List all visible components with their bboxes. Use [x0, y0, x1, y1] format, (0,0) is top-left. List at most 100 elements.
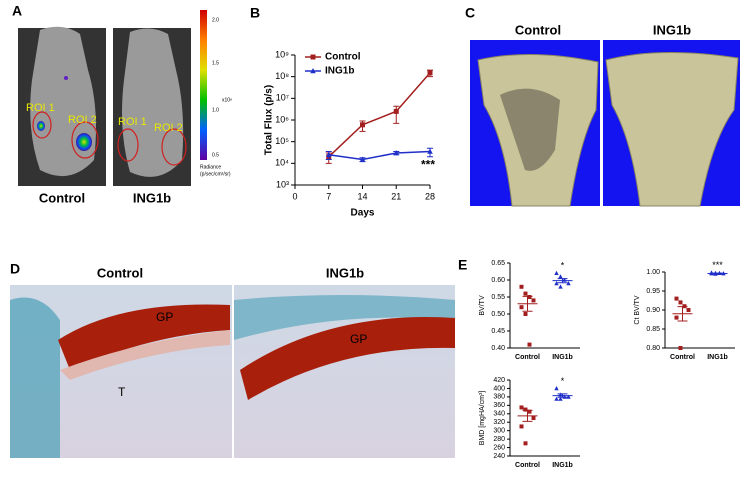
- roi-label: ROI 1: [26, 102, 55, 114]
- x-tick-label: 0: [292, 191, 297, 201]
- panel-letter: D: [10, 261, 20, 277]
- annotation: *: [561, 261, 565, 271]
- data-point: [523, 441, 528, 446]
- x-axis-label: Days: [351, 208, 375, 219]
- data-point: [531, 416, 536, 420]
- y-axis-label: BMD [mgHA/cm³]: [479, 391, 486, 446]
- annotation: ***: [712, 260, 723, 270]
- y-axis-label: Ct BV/TV: [634, 295, 641, 325]
- x-tick-label: Control: [670, 354, 695, 361]
- data-point: [554, 270, 559, 275]
- data-point: [519, 405, 524, 410]
- sem-bar: [522, 409, 533, 422]
- data-point: [427, 70, 433, 76]
- x-tick-label: ING1b: [552, 462, 573, 469]
- data-point: [558, 274, 563, 279]
- data-point: [554, 281, 559, 286]
- panel-letter: C: [465, 5, 475, 21]
- histology-image: [10, 285, 455, 458]
- y-tick-label: 240: [493, 453, 505, 460]
- y-tick-label: 260: [493, 444, 505, 451]
- roi-label: ROI 1: [118, 116, 147, 128]
- colorbar-unit: x10⁸: [222, 97, 232, 103]
- data-point: [519, 424, 524, 429]
- data-point: [527, 342, 532, 347]
- y-tick-label: 320: [493, 419, 505, 426]
- y-tick-label: 0.60: [491, 277, 505, 284]
- y-tick-label: 10³: [276, 179, 289, 189]
- panel-letter: E: [458, 257, 467, 273]
- legend-label: Control: [325, 52, 361, 63]
- mouse-image: [18, 26, 106, 186]
- data-point: [427, 148, 433, 154]
- x-tick-label: 21: [391, 191, 401, 201]
- image-label: Control: [97, 265, 143, 280]
- colorbar-title: (p/sec/cm²/sr): [200, 171, 231, 177]
- y-tick-label: 0.55: [491, 294, 505, 301]
- y-tick-label: 0.95: [646, 288, 660, 295]
- sem-bar: [522, 295, 533, 312]
- roi-label: ROI 2: [68, 114, 97, 126]
- region-label: T: [118, 385, 126, 399]
- data-point: [523, 407, 528, 412]
- data-point: [523, 312, 528, 316]
- y-tick-label: 280: [493, 436, 505, 443]
- image-label: Control: [515, 22, 561, 37]
- image-label: ING1b: [653, 22, 691, 37]
- x-tick-label: 14: [357, 191, 367, 201]
- sem-bar: [677, 306, 688, 322]
- colorbar-tick: 1.5: [212, 60, 219, 66]
- x-tick-label: ING1b: [707, 354, 728, 361]
- data-point: [519, 305, 524, 310]
- image-label: ING1b: [133, 190, 171, 205]
- y-tick-label: 380: [493, 394, 505, 401]
- microct-image: [470, 40, 740, 207]
- data-point: [554, 396, 559, 401]
- x-tick-label: Control: [515, 462, 540, 469]
- y-tick-label: 1.00: [646, 269, 660, 276]
- data-point: [531, 298, 536, 303]
- y-tick-label: 10⁸: [275, 71, 289, 81]
- y-tick-label: 340: [493, 411, 505, 418]
- data-point: [359, 156, 366, 162]
- panel-letter: A: [12, 3, 22, 19]
- y-tick-label: 10⁵: [275, 136, 289, 146]
- colorbar-title: Radiance: [200, 164, 221, 170]
- data-point: [527, 295, 532, 299]
- y-tick-label: 0.85: [646, 326, 660, 333]
- series-line: [328, 150, 431, 161]
- y-tick-label: 0.65: [491, 260, 505, 267]
- data-point: [519, 284, 524, 289]
- data-point: [393, 149, 399, 156]
- y-tick-label: 420: [493, 377, 505, 384]
- y-tick-label: 360: [493, 402, 505, 409]
- data-point: [678, 346, 683, 350]
- data-point: [674, 296, 679, 301]
- x-tick-label: 28: [425, 191, 435, 201]
- legend-marker: [310, 54, 316, 60]
- y-tick-label: 0.40: [491, 345, 505, 352]
- colorbar: [200, 10, 207, 160]
- y-tick-label: 400: [493, 385, 505, 392]
- data-point: [393, 108, 399, 114]
- y-tick-label: 0.90: [646, 307, 660, 314]
- data-point: [678, 300, 683, 305]
- data-point: [674, 315, 679, 320]
- sem-bar: [557, 393, 568, 398]
- y-axis-label: Total Flux (p/s): [264, 85, 275, 155]
- sem-bar: [557, 278, 568, 284]
- y-tick-label: 0.50: [491, 311, 505, 318]
- x-tick-label: Control: [515, 354, 540, 361]
- colorbar-tick: 0.5: [212, 152, 219, 158]
- data-point: [566, 281, 571, 286]
- data-point: [554, 386, 559, 391]
- image-label: ING1b: [326, 265, 364, 280]
- image-label: Control: [39, 190, 85, 205]
- x-tick-label: 7: [326, 191, 331, 201]
- legend-marker: [310, 68, 316, 74]
- data-point: [326, 151, 332, 157]
- data-point: [558, 284, 563, 289]
- data-point: [360, 122, 365, 128]
- annotation: *: [561, 376, 565, 386]
- data-point: [686, 308, 691, 312]
